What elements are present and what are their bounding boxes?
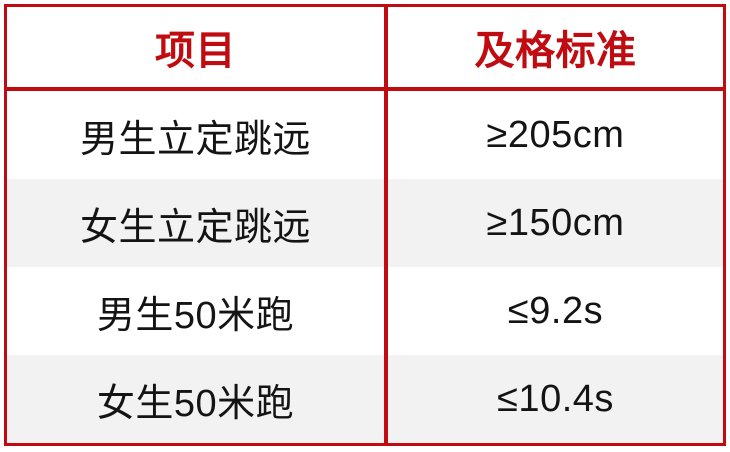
row-standard-value: ≥150cm — [486, 201, 625, 244]
row-standard-value: ≥205cm — [486, 113, 625, 156]
table-row-3-standard-cell: ≤9.2s — [388, 267, 723, 355]
row-standard-value: ≤10.4s — [497, 377, 614, 420]
row-item-label: 男生50米跑 — [96, 294, 295, 337]
table-row-1-item-cell: 男生立定跳远 — [7, 91, 388, 179]
table-row-4-item-cell: 女生50米跑 — [7, 355, 388, 443]
column-header-standard: 及格标准 — [388, 7, 723, 91]
row-standard-value: ≤9.2s — [507, 289, 604, 332]
column-header-item-label: 项目 — [155, 29, 236, 73]
table-row-3-item-cell: 男生50米跑 — [7, 267, 388, 355]
row-item-label: 男生立定跳远 — [79, 118, 311, 161]
standards-table: 项目 及格标准 男生立定跳远 ≥205cm 女生立定跳远 ≥150cm 男生50… — [4, 4, 726, 446]
row-item-label: 女生立定跳远 — [79, 206, 311, 249]
column-header-standard-label: 及格标准 — [474, 29, 637, 73]
table-row-4-standard-cell: ≤10.4s — [388, 355, 723, 443]
table-row-2-item-cell: 女生立定跳远 — [7, 179, 388, 267]
table-row-1-standard-cell: ≥205cm — [388, 91, 723, 179]
row-item-label: 女生50米跑 — [96, 382, 295, 425]
table-row-2-standard-cell: ≥150cm — [388, 179, 723, 267]
column-header-item: 项目 — [7, 7, 388, 91]
